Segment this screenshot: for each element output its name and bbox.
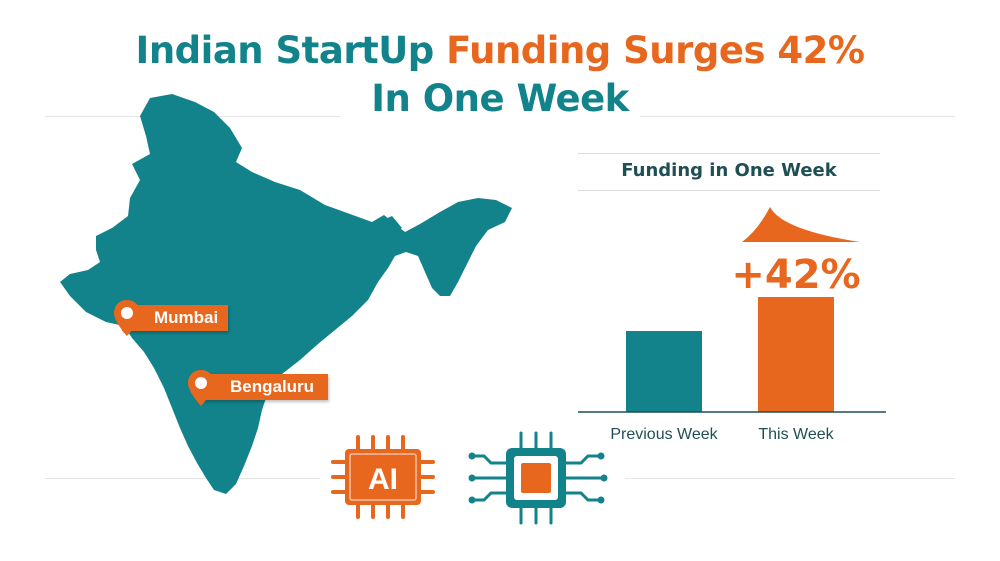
page-title-line-2: In One Week bbox=[371, 77, 629, 120]
title-part-1: Indian StartUp bbox=[135, 29, 447, 72]
chart-annotation: +42% bbox=[731, 252, 860, 298]
city-label-bengaluru: Bengaluru bbox=[198, 374, 329, 400]
bar-previous-week bbox=[626, 331, 702, 412]
chart-title-rule-top bbox=[578, 153, 880, 154]
india-map bbox=[60, 94, 512, 494]
divider-bottom-right bbox=[625, 478, 955, 479]
title-part-2: Funding Surges 42% bbox=[446, 29, 865, 72]
circuit-chip-icon bbox=[468, 431, 608, 525]
ai-chip-label: AI bbox=[368, 463, 398, 496]
chart-title-rule-bottom bbox=[578, 190, 880, 191]
city-label-mumbai: Mumbai bbox=[122, 305, 229, 331]
divider-bottom-left bbox=[45, 478, 320, 479]
map-island-northeast bbox=[378, 216, 402, 234]
ai-chip-icon: AI bbox=[331, 435, 435, 519]
bar-chart: +42% Previous Week This Week bbox=[578, 207, 886, 443]
page-title: Indian StartUp Funding Surges 42% bbox=[0, 28, 1000, 74]
bar-this-week bbox=[758, 297, 834, 412]
chart-bars bbox=[626, 297, 834, 412]
location-pin-icon bbox=[114, 300, 140, 336]
divider-top-right bbox=[640, 116, 955, 117]
x-tick-label: This Week bbox=[758, 426, 834, 443]
increase-arrow-icon bbox=[742, 207, 860, 242]
chart-title: Funding in One Week bbox=[621, 160, 837, 181]
x-tick-label: Previous Week bbox=[610, 426, 718, 443]
chart-x-labels: Previous Week This Week bbox=[610, 426, 834, 443]
india-map-shape bbox=[60, 94, 512, 494]
location-pin-icon bbox=[188, 370, 214, 406]
